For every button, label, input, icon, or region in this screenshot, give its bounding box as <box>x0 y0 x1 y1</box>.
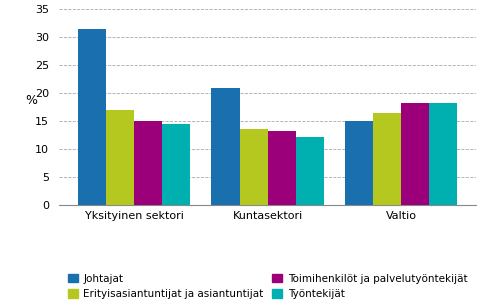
Bar <box>429 103 457 205</box>
Bar <box>106 110 134 205</box>
Bar <box>268 131 296 205</box>
Y-axis label: %: % <box>25 94 37 107</box>
Bar <box>296 137 324 205</box>
Bar <box>240 129 268 205</box>
Bar <box>401 103 429 205</box>
Legend: Johtajat, Erityisasiantuntijat ja asiantuntijat, Toimihenkilöt ja palvelutyöntek: Johtajat, Erityisasiantuntijat ja asiant… <box>64 269 471 302</box>
Bar <box>162 124 190 205</box>
Bar <box>78 29 106 205</box>
Bar <box>134 121 162 205</box>
Bar <box>212 88 240 205</box>
Bar <box>345 121 373 205</box>
Bar <box>373 113 401 205</box>
